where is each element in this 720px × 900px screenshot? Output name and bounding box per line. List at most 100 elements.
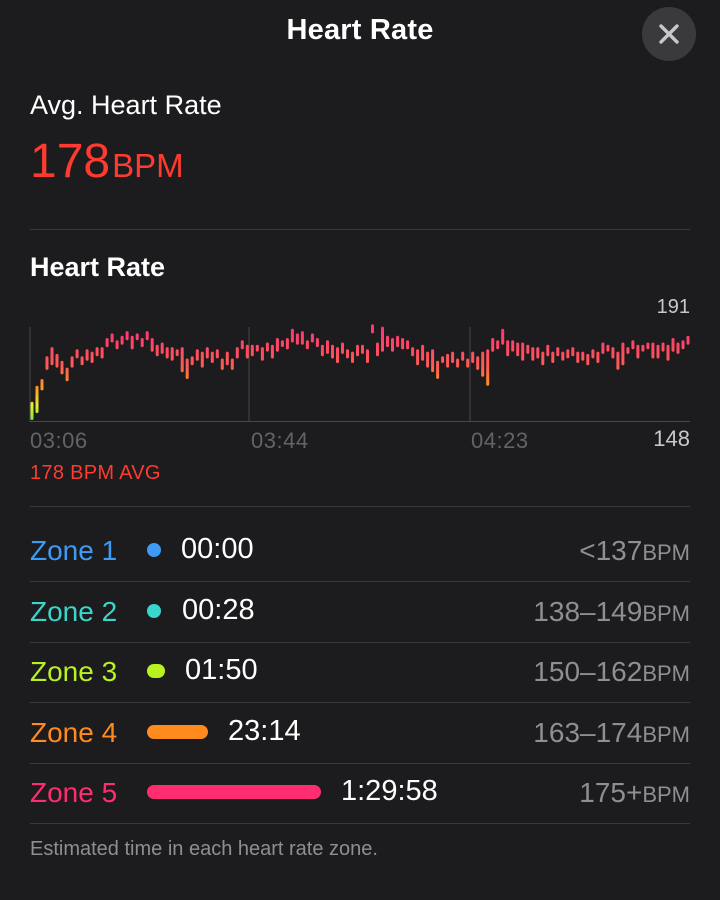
heart-rate-bar bbox=[361, 344, 364, 354]
heart-rate-bar bbox=[426, 351, 430, 368]
heart-rate-bar bbox=[591, 349, 595, 359]
heart-rate-bar bbox=[50, 347, 54, 366]
heart-rate-bar bbox=[386, 335, 389, 348]
zone-range-value: <137 bbox=[579, 535, 643, 566]
heart-rate-bar bbox=[60, 360, 64, 375]
chart-x-tick-label: 04:23 bbox=[471, 428, 529, 453]
heart-rate-bar bbox=[576, 351, 580, 363]
heart-rate-bar bbox=[641, 344, 645, 352]
heart-rate-bar bbox=[561, 351, 565, 361]
heart-rate-bar bbox=[381, 326, 384, 352]
zone-range-unit: BPM bbox=[642, 722, 690, 747]
heart-rate-bar bbox=[320, 344, 324, 357]
avg-heart-rate-label: Avg. Heart Rate bbox=[30, 90, 222, 120]
heart-rate-bar bbox=[521, 342, 525, 361]
close-button[interactable] bbox=[642, 7, 696, 61]
zone-time: 00:00 bbox=[181, 533, 254, 565]
heart-rate-bar bbox=[305, 340, 309, 350]
heart-rate-bar bbox=[531, 347, 535, 361]
chart-y-max-label: 191 bbox=[656, 296, 690, 318]
heart-rate-bar bbox=[476, 356, 480, 370]
heart-rate-bar bbox=[200, 351, 204, 368]
heart-rate-bar bbox=[596, 351, 600, 363]
divider bbox=[30, 823, 690, 824]
avg-value-number: 178 bbox=[30, 135, 111, 188]
zone-duration-bar bbox=[147, 785, 321, 799]
heart-rate-bar bbox=[496, 340, 500, 350]
heart-rate-bar bbox=[295, 333, 299, 345]
heart-rate-bar bbox=[40, 379, 44, 391]
heart-rate-bar bbox=[85, 349, 89, 361]
zone-time: 00:28 bbox=[182, 594, 255, 626]
heart-rate-bar bbox=[481, 351, 485, 377]
zone-range-unit: BPM bbox=[642, 782, 690, 807]
heart-rate-bar bbox=[225, 351, 229, 366]
heart-rate-bar bbox=[586, 353, 590, 366]
heart-rate-bar bbox=[326, 340, 329, 354]
heart-rate-bar bbox=[466, 358, 470, 368]
heart-rate-bar bbox=[205, 347, 209, 359]
heart-rate-bar bbox=[290, 328, 294, 343]
zone-label: Zone 4 bbox=[30, 717, 118, 748]
heart-rate-bar bbox=[441, 356, 445, 363]
zone-label: Zone 3 bbox=[30, 656, 118, 687]
heart-rate-bar bbox=[511, 340, 515, 352]
zone-range-value: 163–174 bbox=[533, 717, 643, 748]
heart-rate-bar bbox=[621, 342, 625, 366]
avg-heart-rate-value: 178BPM bbox=[30, 134, 184, 189]
heart-rate-bar bbox=[396, 335, 400, 348]
footnote: Estimated time in each heart rate zone. bbox=[30, 838, 378, 860]
zone-range-value: 138–149 bbox=[533, 596, 643, 627]
heart-rate-bar bbox=[210, 351, 214, 363]
zone-range-unit: BPM bbox=[642, 540, 690, 565]
heart-rate-bar bbox=[275, 338, 279, 352]
heart-rate-bar bbox=[110, 333, 114, 343]
zone-range: 138–149BPM bbox=[533, 596, 690, 628]
heart-rate-bar bbox=[366, 349, 369, 363]
zone-row-5: Zone 5 1:29:58 175+BPM bbox=[30, 765, 690, 825]
heart-rate-bar bbox=[190, 356, 194, 366]
heart-rate-bar bbox=[150, 338, 154, 352]
heart-rate-bar bbox=[626, 347, 630, 354]
zone-row-4: Zone 4 23:14 163–174BPM bbox=[30, 705, 690, 765]
heart-rate-bar bbox=[90, 351, 94, 363]
heart-rate-bar bbox=[70, 356, 74, 368]
heart-rate-bar bbox=[180, 347, 184, 373]
heart-rate-bar bbox=[130, 335, 134, 350]
heart-rate-bar bbox=[300, 331, 304, 345]
heart-rate-bar bbox=[636, 344, 640, 359]
heart-rate-bar bbox=[55, 353, 59, 368]
heart-rate-bar bbox=[631, 340, 635, 350]
heart-rate-bar bbox=[315, 338, 319, 348]
heart-rate-bar bbox=[310, 333, 314, 343]
heart-rate-bar bbox=[250, 344, 254, 357]
heart-rate-bar bbox=[230, 358, 234, 370]
zone-label: Zone 2 bbox=[30, 596, 118, 627]
heart-rate-bar bbox=[491, 338, 495, 352]
heart-rate-bar bbox=[551, 351, 555, 363]
heart-rate-bar bbox=[516, 342, 520, 357]
close-icon bbox=[659, 24, 679, 44]
divider bbox=[30, 642, 690, 643]
heart-rate-bar bbox=[336, 347, 339, 364]
heart-rate-bar bbox=[341, 342, 344, 354]
heart-rate-bar bbox=[666, 344, 670, 361]
heart-rate-bar bbox=[616, 351, 620, 370]
heart-rate-bar bbox=[30, 401, 34, 420]
chart-x-tick-label: 03:44 bbox=[251, 428, 309, 453]
heart-rate-bar bbox=[140, 338, 144, 348]
heart-rate-bar bbox=[285, 338, 289, 350]
heart-rate-bar bbox=[280, 340, 284, 347]
heart-rate-bar bbox=[45, 356, 49, 370]
chart-x-tick-label: 03:06 bbox=[30, 428, 88, 453]
zone-range: 150–162BPM bbox=[533, 656, 690, 688]
heart-rate-bar bbox=[501, 328, 505, 345]
heart-rate-bar bbox=[606, 344, 610, 352]
zone-row-2: Zone 2 00:28 138–149BPM bbox=[30, 584, 690, 644]
zone-row-1: Zone 1 00:00 <137BPM bbox=[30, 523, 690, 583]
heart-rate-bar bbox=[421, 344, 425, 361]
heart-rate-bar bbox=[235, 347, 239, 359]
heart-rate-bar bbox=[461, 351, 465, 361]
heart-rate-bar bbox=[105, 338, 109, 348]
heart-rate-bar bbox=[446, 353, 450, 368]
